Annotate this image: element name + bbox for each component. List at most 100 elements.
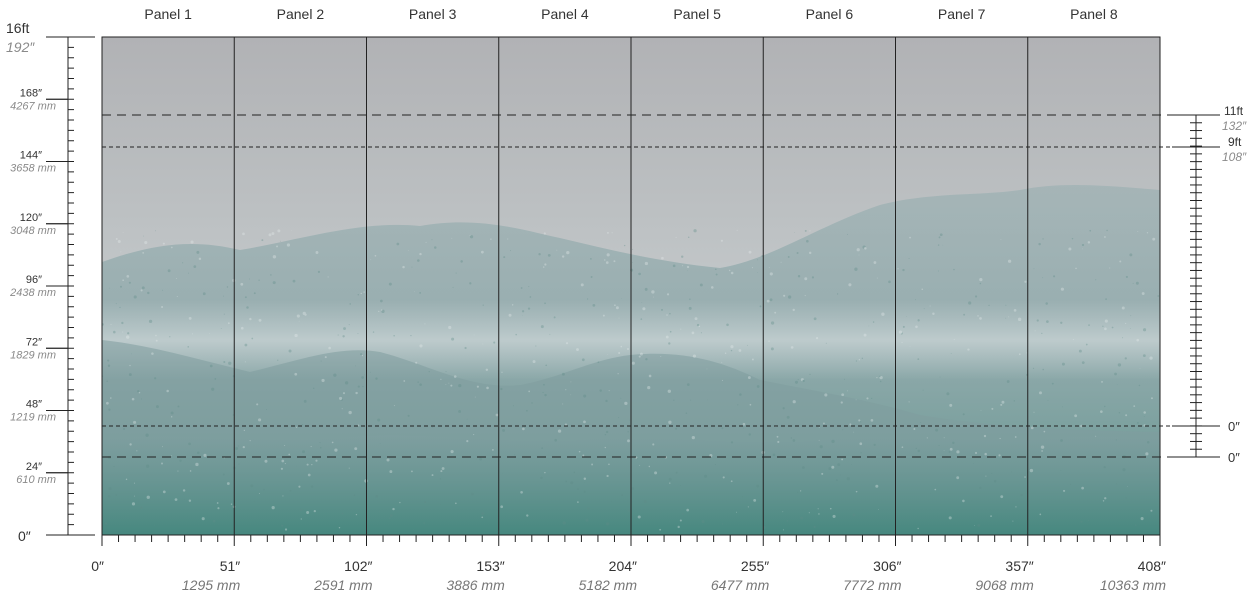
snow-speck [106,380,108,383]
snow-speck [786,415,790,419]
snow-speck [1104,319,1108,323]
snow-speck [607,354,609,355]
snow-speck [144,240,148,245]
snow-speck [439,504,441,506]
snow-speck [641,301,643,303]
snow-speck [360,292,362,295]
snow-speck [647,385,651,390]
snow-speck [1060,287,1065,291]
snow-speck [223,313,225,315]
bottom-ruler-mm-label: 7772 mm [843,577,902,593]
snow-speck [700,332,702,334]
snow-speck [480,250,484,254]
snow-speck [115,493,118,496]
snow-speck [577,488,579,491]
snow-speck [1143,411,1146,414]
snow-speck [140,506,143,510]
snow-speck [434,246,437,249]
snow-speck [988,304,990,307]
snow-speck [977,315,979,317]
snow-speck [1109,267,1111,269]
bottom-ruler-inch-label: 102″ [344,558,372,574]
snow-speck [1075,267,1077,270]
snow-speck [544,263,547,266]
snow-speck [357,294,359,296]
snow-speck [1095,435,1097,437]
snow-speck [377,418,381,422]
snow-speck [1081,361,1085,365]
snow-speck [170,416,173,418]
snow-speck [482,304,484,306]
snow-speck [490,238,492,240]
snow-speck [721,427,724,430]
bottom-ruler: 0″ 51″ 1295 mm 102″ 2591 mm 153″ 3886 mm 204″ 51… [91,534,1166,593]
bottom-ruler-mm-label: 2591 mm [313,577,373,593]
snow-speck [991,472,993,475]
snow-speck [540,476,543,480]
snow-speck [565,389,567,391]
panel-label: Panel 5 [673,6,721,22]
snow-speck [1007,259,1012,263]
snow-speck [873,443,876,447]
snow-speck [1122,337,1124,339]
snow-speck [1125,275,1128,279]
snow-speck [500,505,504,509]
snow-speck [1024,476,1026,478]
snow-speck [836,293,839,295]
snow-speck [187,272,189,274]
snow-speck [331,441,334,444]
snow-speck [235,447,239,451]
snow-speck [122,232,124,233]
snow-speck [737,404,739,406]
snow-speck [1082,248,1083,250]
snow-speck [378,511,380,513]
snow-speck [458,383,462,388]
snow-speck [304,313,307,316]
snow-speck [1053,275,1056,278]
snow-speck [428,371,430,373]
snow-speck [469,234,471,237]
snow-speck [738,349,742,352]
snow-speck [510,250,512,252]
snow-speck [171,246,173,249]
snow-speck [133,482,136,484]
snow-speck [915,325,918,329]
snow-speck [334,448,338,452]
left-ruler-mm-label: 3048 mm [10,225,56,237]
snow-speck [577,501,579,503]
snow-speck [747,376,751,379]
snow-speck [481,516,484,519]
snow-speck [294,372,298,376]
snow-speck [130,353,132,355]
snow-speck [570,381,572,383]
left-ruler-inch-label: 144″ [20,150,42,162]
snow-speck [315,251,319,254]
snow-speck [1143,415,1145,417]
snow-speck [1029,468,1034,473]
snow-speck [341,408,343,410]
snow-speck [469,282,472,285]
snow-speck [872,321,875,323]
snow-speck [317,270,321,274]
snow-speck [527,307,531,310]
snow-speck [937,270,939,272]
snow-speck [448,382,450,384]
snow-speck [1152,237,1156,241]
snow-speck [145,464,150,468]
snow-speck [668,420,672,424]
snow-speck [1074,414,1078,418]
snow-speck [888,280,891,284]
snow-speck [653,296,655,298]
snow-speck [440,470,443,473]
snow-speck [508,313,512,317]
snow-speck [748,250,752,254]
snow-speck [917,449,921,453]
snow-speck [921,288,924,291]
snow-speck [953,268,955,271]
snow-speck [774,311,777,314]
snow-speck [853,431,855,433]
snow-speck [699,283,703,287]
snow-speck [876,277,878,279]
snow-speck [991,407,994,410]
snow-speck [147,291,150,295]
